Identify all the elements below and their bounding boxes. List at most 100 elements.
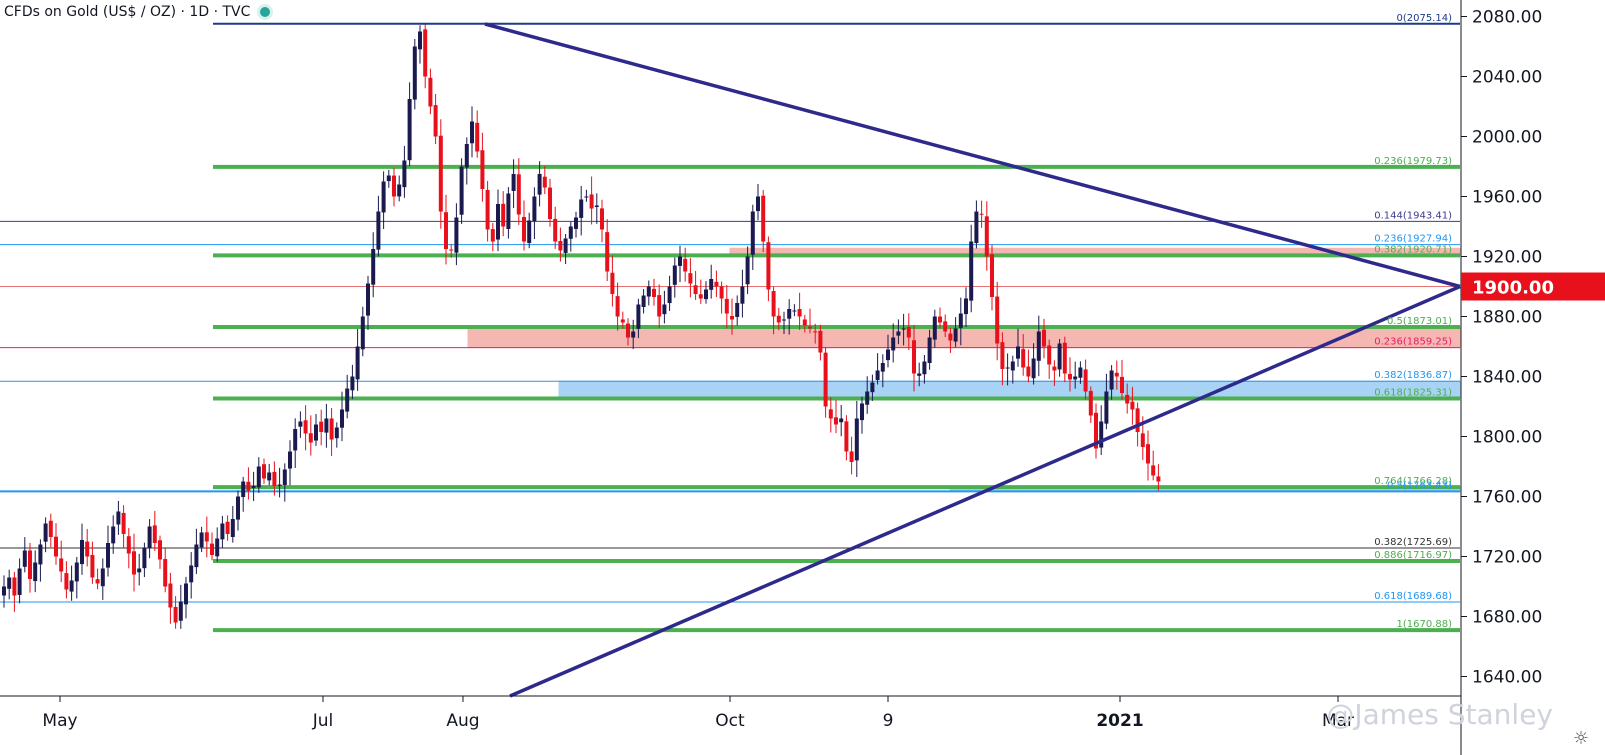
candle-body bbox=[974, 211, 979, 244]
candle bbox=[303, 405, 308, 451]
candle-body bbox=[808, 326, 812, 329]
candle-body bbox=[272, 471, 277, 486]
candle bbox=[210, 532, 214, 561]
candle-body bbox=[1062, 342, 1067, 374]
candle-body bbox=[594, 205, 599, 207]
candle-body bbox=[189, 565, 194, 583]
candle bbox=[901, 313, 906, 346]
candle bbox=[262, 458, 266, 484]
candle bbox=[880, 354, 885, 388]
candle-body bbox=[7, 577, 12, 589]
time-tick-label: Oct bbox=[715, 711, 745, 731]
candle-body bbox=[168, 583, 173, 608]
candle-body bbox=[132, 551, 136, 575]
candle bbox=[927, 329, 932, 370]
candle bbox=[7, 569, 12, 600]
candle-body bbox=[860, 403, 864, 421]
candle-body bbox=[163, 558, 168, 587]
candle-body bbox=[277, 484, 282, 486]
candle-body bbox=[901, 328, 906, 330]
time-tick-label: May bbox=[42, 711, 77, 731]
candle-body bbox=[1140, 433, 1145, 447]
candle bbox=[293, 418, 298, 468]
trendline-resistance bbox=[484, 22, 1461, 289]
chart-header: CFDs on Gold (US$ / OZ) · 1D · TVC bbox=[4, 2, 271, 22]
fib-label: 0.382(1836.87) bbox=[1374, 370, 1452, 381]
candle bbox=[392, 167, 396, 207]
candle-body bbox=[636, 304, 641, 329]
candle bbox=[990, 244, 994, 311]
candle bbox=[688, 258, 693, 298]
candle bbox=[756, 184, 760, 221]
candle-body bbox=[1120, 376, 1124, 393]
candle-body bbox=[2, 586, 6, 596]
candle bbox=[480, 132, 485, 202]
candle-body bbox=[719, 286, 724, 299]
candle bbox=[735, 295, 740, 326]
candle bbox=[324, 403, 329, 448]
candle bbox=[511, 159, 516, 208]
candle-body bbox=[121, 512, 126, 534]
candle bbox=[1062, 336, 1067, 383]
candle bbox=[28, 542, 32, 593]
candle-body bbox=[522, 216, 526, 242]
candle bbox=[1000, 332, 1005, 386]
candle-body bbox=[797, 309, 802, 317]
time-tick-label: 9 bbox=[883, 711, 894, 731]
candle-body bbox=[59, 558, 64, 572]
candle-body bbox=[360, 316, 365, 350]
candle bbox=[464, 137, 469, 185]
candle-body bbox=[178, 601, 183, 621]
candle-body bbox=[995, 296, 1000, 344]
candle-body bbox=[397, 184, 402, 197]
candle-body bbox=[787, 309, 792, 319]
candle-body bbox=[1047, 345, 1052, 365]
candle-body bbox=[631, 331, 636, 338]
candle-body bbox=[662, 304, 667, 315]
candle-body bbox=[334, 427, 339, 439]
candle bbox=[646, 280, 651, 306]
time-tick-label: 2021 bbox=[1096, 711, 1143, 731]
candle-body bbox=[106, 543, 110, 568]
candle-body bbox=[953, 328, 958, 342]
candle bbox=[589, 176, 594, 225]
candle-body bbox=[745, 256, 750, 285]
candle bbox=[600, 199, 604, 243]
candle bbox=[1088, 386, 1093, 424]
candle-body bbox=[17, 568, 22, 595]
price-tick-label: 1680.00 bbox=[1472, 608, 1542, 628]
candle bbox=[958, 297, 963, 346]
candle-body bbox=[444, 212, 448, 249]
candle bbox=[548, 178, 552, 227]
candle bbox=[605, 219, 610, 282]
candle-body bbox=[225, 521, 230, 534]
candle-body bbox=[220, 523, 225, 540]
candle-body bbox=[506, 193, 511, 229]
symbol-title[interactable]: CFDs on Gold (US$ / OZ) · 1D · TVC bbox=[4, 4, 251, 20]
candle bbox=[782, 311, 786, 335]
candle-body bbox=[100, 568, 105, 587]
trendlines bbox=[484, 22, 1461, 698]
candle bbox=[449, 243, 454, 258]
level-labels: 0(2075.14) 0.236(1979.73) 0.144(1943.41) 0.… bbox=[1374, 13, 1452, 630]
fib-label: 0.5(1763.43) bbox=[1387, 480, 1452, 491]
candle-body bbox=[834, 417, 838, 425]
candle bbox=[1042, 318, 1046, 359]
candle bbox=[43, 517, 48, 553]
candle-body bbox=[173, 606, 178, 623]
candle bbox=[912, 325, 916, 392]
candle-body bbox=[844, 421, 849, 452]
settings-gear-icon[interactable]: ☼ bbox=[1572, 728, 1589, 749]
candle-body bbox=[438, 135, 443, 212]
candle bbox=[1078, 361, 1083, 384]
candle-body bbox=[958, 313, 963, 328]
candle bbox=[267, 463, 272, 486]
candle bbox=[579, 185, 584, 236]
candle bbox=[256, 457, 261, 493]
candle bbox=[802, 314, 807, 333]
candle bbox=[1057, 338, 1062, 377]
candle-body bbox=[537, 174, 542, 195]
candle-body bbox=[839, 418, 844, 423]
